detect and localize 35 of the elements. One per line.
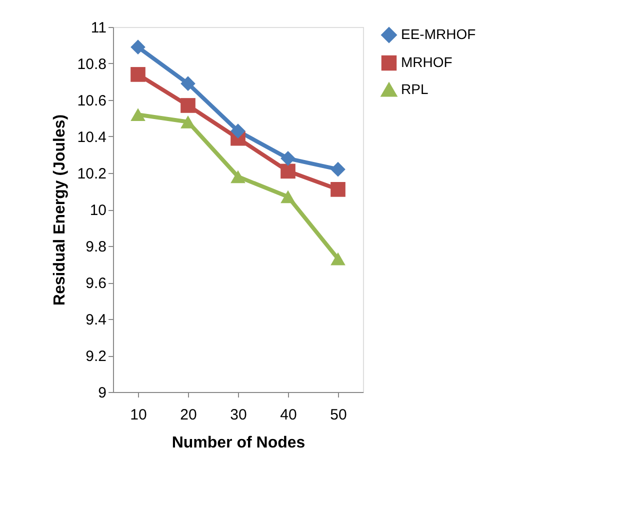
point [330,182,346,197]
point [180,76,196,91]
x-tick-label: 30 [230,406,247,424]
x-tick-label: 10 [130,406,147,424]
x-tick-label: 20 [180,406,197,424]
point [280,164,296,179]
x-axis-title: Number of Nodes [172,434,306,452]
point [280,150,296,166]
y-tick-label: 11 [90,20,106,36]
y-tick-label: 9.4 [86,312,106,328]
x-tick-label: 50 [330,406,347,424]
x-tick-label: 40 [280,406,297,424]
point [130,108,146,122]
point [230,124,246,138]
y-tick-label: 10.6 [77,92,106,110]
point [130,67,146,82]
legend-label: EE-MRHOF [401,26,476,42]
point [330,252,346,266]
point [280,190,296,204]
point [180,98,196,113]
y-tick-label: 9.6 [86,275,106,292]
y-tick-label: 10.8 [77,56,106,73]
point [130,40,146,54]
y-tick-label: 10.4 [77,129,106,146]
y-tick-label: 10.2 [77,166,106,182]
point [230,170,246,184]
y-tick-label: 9.8 [86,238,106,256]
y-tick-label: 10 [90,202,106,219]
point [330,162,346,177]
point [180,115,196,128]
legend-label: MRHOF [401,54,452,70]
y-tick-label: 9 [98,384,106,402]
legend-label: RPL [401,81,428,97]
y-axis-title: Residual Energy (Joules) [51,114,68,306]
y-tick-label: 9.2 [86,348,106,365]
